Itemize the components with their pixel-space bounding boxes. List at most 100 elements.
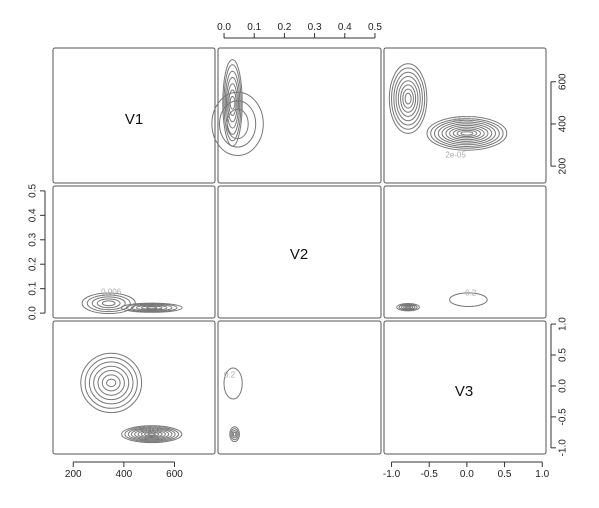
contour-line bbox=[405, 306, 411, 309]
contour-line bbox=[460, 131, 474, 136]
tick-label: -1.0 bbox=[558, 439, 569, 457]
tick-label: 1.0 bbox=[558, 317, 569, 331]
contour-line bbox=[231, 430, 238, 439]
contour-line bbox=[388, 63, 428, 134]
tick-label: 0.3 bbox=[28, 232, 39, 246]
tick-label: 200 bbox=[65, 469, 82, 480]
panel-frame-r1-c1 bbox=[52, 47, 216, 184]
contour-line bbox=[400, 84, 417, 113]
contour-line bbox=[226, 77, 239, 129]
contour-line bbox=[140, 430, 163, 438]
contour-line bbox=[125, 303, 178, 313]
tick-label: 0.5 bbox=[368, 22, 382, 33]
diag-label-v2: V2 bbox=[290, 246, 308, 263]
contour-line bbox=[101, 300, 116, 307]
contour-line bbox=[449, 126, 485, 141]
contour-line bbox=[393, 71, 423, 126]
contour-line bbox=[400, 304, 416, 310]
tick-label: 0.5 bbox=[28, 184, 39, 198]
contour-line bbox=[402, 88, 414, 109]
contour-line bbox=[430, 118, 504, 149]
contour-line bbox=[226, 108, 249, 140]
contour-line bbox=[130, 304, 173, 312]
contour-line bbox=[391, 67, 426, 130]
y-axis-right-v3: -1.0 -0.5 0.0 0.5 1.0 bbox=[550, 317, 569, 457]
contour-line bbox=[232, 431, 237, 437]
tick-label: 400 bbox=[116, 469, 133, 480]
tick-label: 600 bbox=[166, 469, 183, 480]
contour-line bbox=[124, 426, 179, 443]
diagonal-labels: V1 V2 V3 bbox=[125, 111, 473, 400]
contour-line bbox=[101, 374, 121, 392]
panel-frame-r2-c1 bbox=[52, 185, 216, 319]
contour-label: 0.2 bbox=[465, 289, 477, 298]
contour-line bbox=[426, 115, 508, 151]
tick-label: 0.3 bbox=[308, 22, 322, 33]
contour-line bbox=[96, 298, 121, 309]
contour-line bbox=[441, 123, 493, 144]
panel-r2-c1-contours: 0.006 bbox=[81, 287, 183, 315]
contour-line bbox=[120, 302, 183, 313]
panel-r1-c2-contours bbox=[211, 59, 264, 157]
contour-line bbox=[130, 428, 173, 441]
panel-frame-r2-c3 bbox=[383, 185, 547, 319]
contour-line bbox=[229, 426, 240, 443]
x-axis-bottom-v1: 200 400 600 bbox=[65, 461, 183, 480]
contour-line bbox=[84, 357, 138, 409]
contour-line bbox=[121, 425, 183, 444]
contour-line bbox=[449, 292, 488, 308]
tick-label: -0.5 bbox=[421, 469, 439, 480]
contour-line bbox=[228, 89, 237, 117]
y-axis-left-v2: 0.0 0.1 0.2 0.3 0.4 0.5 bbox=[28, 184, 46, 320]
contour-line bbox=[230, 428, 239, 441]
contour-line bbox=[403, 305, 414, 310]
contour-label: 0.002 bbox=[144, 426, 165, 435]
tick-label: 0.0 bbox=[217, 22, 231, 33]
panel-r2-c3-contours: 0.2 bbox=[396, 289, 488, 312]
tick-label: 0.5 bbox=[498, 469, 512, 480]
tick-label: 0.0 bbox=[460, 469, 474, 480]
contour-line bbox=[146, 306, 158, 310]
panel-frame-r2-c2 bbox=[217, 185, 382, 319]
contour-line bbox=[136, 304, 168, 311]
panel-frames bbox=[52, 47, 547, 455]
contour-line bbox=[91, 296, 126, 311]
tick-label: 0.0 bbox=[28, 306, 39, 320]
tick-label: 0.5 bbox=[558, 348, 569, 362]
panel-frame-r3-c2 bbox=[217, 320, 382, 455]
contour-line bbox=[395, 76, 421, 122]
contour-label: 4e-05 bbox=[453, 115, 474, 124]
panel-frame-r1-c3 bbox=[383, 47, 547, 184]
y-axis-right-v1: 200 400 600 bbox=[550, 73, 569, 174]
contour-line bbox=[134, 429, 170, 440]
contour-line bbox=[97, 370, 125, 396]
tick-label: 1.0 bbox=[535, 469, 549, 480]
panel-frame-r3-c3 bbox=[383, 320, 547, 455]
contour-line bbox=[127, 427, 176, 442]
contour-line bbox=[223, 367, 243, 400]
contour-line bbox=[147, 432, 156, 436]
contour-line bbox=[456, 129, 478, 138]
contour-line bbox=[211, 91, 264, 157]
contour-line bbox=[404, 92, 412, 105]
tick-label: 0.1 bbox=[28, 281, 39, 295]
contour-line bbox=[434, 119, 500, 147]
contour-line bbox=[93, 365, 130, 401]
tick-label: 0.0 bbox=[558, 379, 569, 393]
panel-r1-c3-contours: 4e-05 2e-05 bbox=[388, 63, 508, 159]
panel-r3-c2-contours: 0.2 bbox=[223, 367, 243, 443]
contour-line bbox=[86, 294, 131, 313]
x-axis-bottom-v3: -1.0 -0.5 0.0 0.5 1.0 bbox=[383, 461, 550, 480]
panel-frame-r1-c2 bbox=[217, 47, 382, 184]
contour-label: 0.2 bbox=[224, 371, 236, 380]
diag-label-v3: V3 bbox=[455, 383, 473, 400]
contour-line bbox=[80, 352, 143, 414]
contour-line bbox=[224, 70, 241, 135]
contour-line bbox=[396, 303, 420, 312]
contour-layer: 4e-05 2e-05 0.006 0.2 0.002 0.2 bbox=[80, 59, 508, 444]
tick-label: 200 bbox=[558, 157, 569, 174]
tick-label: -0.5 bbox=[558, 408, 569, 426]
contour-line bbox=[223, 64, 242, 142]
